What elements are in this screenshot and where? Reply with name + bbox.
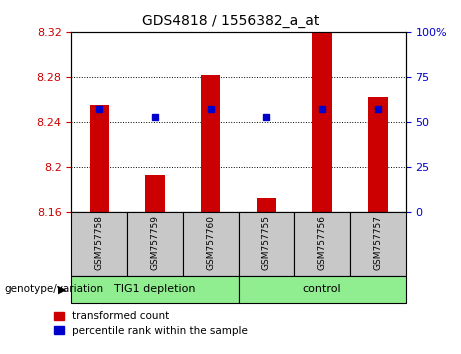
Text: GSM757760: GSM757760: [206, 216, 215, 270]
Text: ▶: ▶: [59, 284, 67, 295]
Bar: [183, 212, 238, 276]
Bar: [238, 276, 406, 303]
Bar: [127, 212, 183, 276]
Bar: [368, 97, 388, 212]
Bar: [350, 212, 406, 276]
Bar: [89, 105, 109, 212]
Text: GDS4818 / 1556382_a_at: GDS4818 / 1556382_a_at: [142, 14, 319, 28]
Text: GSM757755: GSM757755: [262, 216, 271, 270]
Text: GSM757758: GSM757758: [95, 216, 104, 270]
Bar: [71, 276, 239, 303]
Text: GSM757756: GSM757756: [318, 216, 327, 270]
Bar: [201, 75, 220, 212]
Bar: [313, 32, 332, 212]
Text: control: control: [303, 284, 342, 295]
Text: GSM757757: GSM757757: [373, 216, 382, 270]
Text: genotype/variation: genotype/variation: [5, 284, 104, 295]
Bar: [257, 198, 276, 212]
Bar: [71, 212, 127, 276]
Legend: transformed count, percentile rank within the sample: transformed count, percentile rank withi…: [53, 312, 248, 336]
Bar: [294, 212, 350, 276]
Bar: [238, 212, 294, 276]
Bar: [145, 175, 165, 212]
Text: GSM757759: GSM757759: [150, 216, 160, 270]
Text: TIG1 depletion: TIG1 depletion: [114, 284, 196, 295]
